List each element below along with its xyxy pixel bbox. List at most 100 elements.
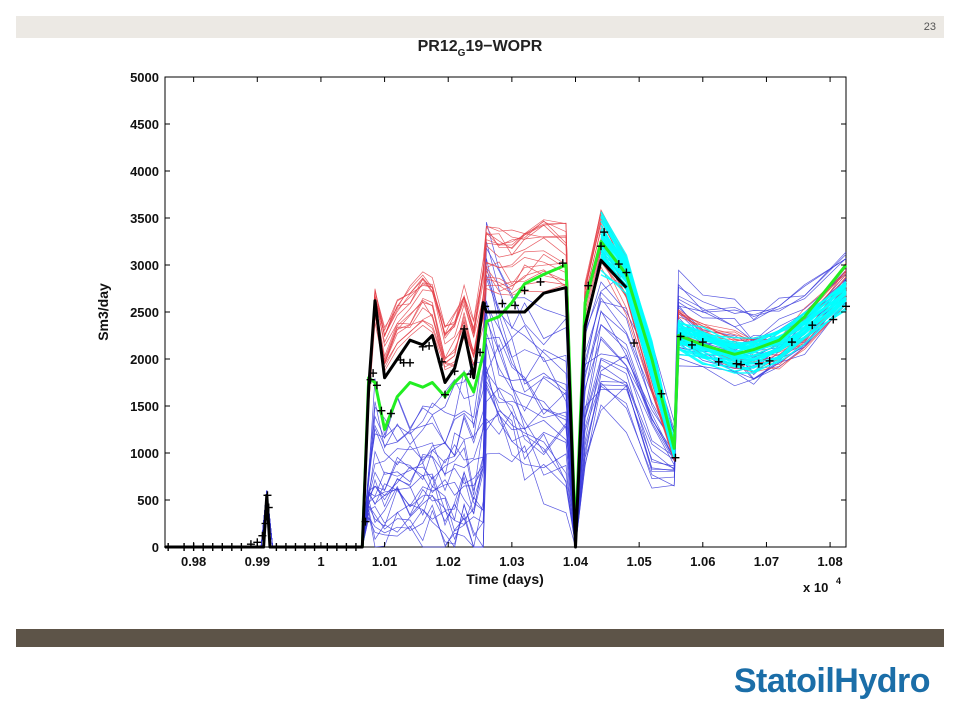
y-tick-label: 1500 [130, 399, 159, 414]
x-multiplier-label: x 10 [803, 580, 828, 595]
ensemble-red-member-line [361, 217, 847, 548]
observation-point [418, 342, 427, 351]
observation-point [272, 543, 281, 551]
observation-point [361, 517, 370, 526]
x-tick-label: 1.01 [372, 554, 397, 569]
x-axis-label: Time (days) [466, 571, 544, 587]
ensemble-blue-member-line [165, 222, 847, 548]
ensemble-blue-member-line [165, 295, 847, 548]
page-number: 23 [923, 21, 936, 33]
ensemble-blue-member-line [165, 273, 847, 548]
ensemble-red-member-line [361, 237, 847, 548]
chart-title-prefix: PR12 [417, 38, 458, 55]
observation-point [227, 543, 236, 551]
observation-point [372, 381, 381, 390]
axis-layer: 0 500 1000 1500 2000 2500 3000 3500 4000 4500 5000… [130, 70, 846, 569]
observation-point [263, 491, 272, 500]
ensemble-cyan-member-line [600, 255, 847, 458]
observation-point [511, 301, 520, 310]
observation-point [291, 543, 300, 551]
ensemble-blue-member-line [165, 258, 847, 548]
observation-point [630, 339, 639, 348]
observation-point [765, 356, 774, 365]
observation-point [466, 370, 475, 379]
chart-title-suffix: 19−WOPR [465, 38, 543, 55]
observation-point [450, 367, 459, 376]
slide-top-bar [16, 16, 944, 38]
observation-layer [164, 228, 850, 551]
observation-point [369, 369, 378, 378]
observation-point [437, 357, 446, 366]
y-tick-label: 5000 [130, 70, 159, 85]
y-tick-label: 500 [137, 493, 159, 508]
x-tick-label: 1.06 [690, 554, 715, 569]
observation-point [476, 348, 485, 357]
x-tick-label: 1.02 [436, 554, 461, 569]
observation-point [208, 543, 217, 551]
observation-point [671, 453, 680, 462]
x-tick-label: 1.03 [499, 554, 524, 569]
observation-point [301, 543, 310, 551]
ensemble-blue-member-line [165, 246, 847, 548]
y-tick-label: 2000 [130, 352, 159, 367]
observation-point [520, 286, 529, 295]
observation-point [351, 543, 360, 551]
observation-point [622, 268, 631, 277]
ensemble-blue-member-line [165, 294, 847, 548]
x-multiplier-exponent: 4 [836, 576, 841, 586]
observation-point [310, 543, 319, 551]
observation-point [199, 543, 208, 551]
observation-point [498, 299, 507, 308]
observation-point [441, 390, 450, 399]
observation-point [787, 338, 796, 347]
observation-point [332, 543, 341, 551]
observation-point [754, 359, 763, 368]
ensemble-blue-member-line [165, 241, 847, 548]
observation-point [736, 360, 745, 369]
observation-point [377, 406, 386, 415]
observation-point [657, 389, 666, 398]
x-tick-label: 1 [317, 554, 324, 569]
observation-point [460, 324, 469, 333]
ensemble-blue-member-line [165, 267, 847, 548]
y-tick-label: 0 [152, 540, 159, 555]
company-logo: StatoilHydro [733, 662, 931, 700]
ensemble-blue-member-line [165, 283, 847, 548]
observation-point [264, 503, 273, 512]
ensemble-cyan-member-line [600, 255, 847, 453]
observation-point [558, 259, 567, 268]
ensemble-cyan-member-line [600, 269, 847, 458]
y-tick-label: 2500 [130, 305, 159, 320]
x-tick-label: 0.98 [181, 554, 206, 569]
observation-point [614, 260, 623, 269]
y-tick-label: 3500 [130, 211, 159, 226]
observation-point [714, 357, 723, 366]
x-tick-label: 1.07 [754, 554, 779, 569]
observation-point [698, 338, 707, 347]
observation-point [386, 409, 395, 418]
ensemble-red-member-line [361, 208, 847, 548]
y-tick-label: 4000 [130, 164, 159, 179]
observation-point [829, 315, 838, 324]
chart-title-subscript: G [457, 48, 466, 59]
observation-point [596, 242, 605, 251]
observation-point [676, 332, 685, 341]
observation-point [808, 321, 817, 330]
observation-point [281, 543, 290, 551]
y-axis-label: Sm3/day [95, 283, 111, 341]
x-tick-label: 1.08 [817, 554, 842, 569]
observation-point [584, 281, 593, 290]
x-tick-label: 1.05 [626, 554, 651, 569]
chart-title: PR12G19−WOPR [0, 38, 960, 59]
observation-point [342, 543, 351, 551]
observation-point [261, 519, 270, 528]
ensemble-blue-member-line [165, 281, 847, 548]
x-tick-label: 0.99 [245, 554, 270, 569]
observation-point [600, 228, 609, 237]
observation-point [425, 341, 434, 350]
observation-point [180, 543, 189, 551]
observation-point [258, 531, 267, 540]
observation-point [842, 302, 850, 311]
ensemble-red-member-line [361, 210, 847, 548]
